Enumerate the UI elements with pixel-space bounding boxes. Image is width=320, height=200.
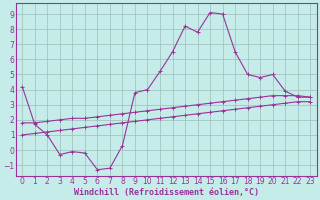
X-axis label: Windchill (Refroidissement éolien,°C): Windchill (Refroidissement éolien,°C): [74, 188, 259, 197]
